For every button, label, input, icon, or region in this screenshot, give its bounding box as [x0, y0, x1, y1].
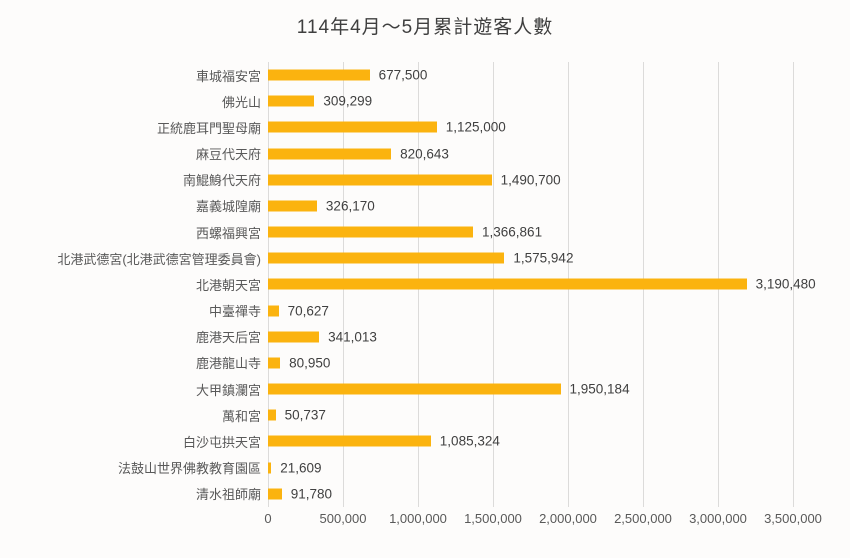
category-label: 正統鹿耳門聖母廟: [156, 120, 261, 136]
plot-rows: 車城福安宮 677,500 佛光山 309,299 正統鹿耳門聖母廟 1,125,000 麻…: [0, 62, 850, 507]
category-label: 鹿港龍山寺: [195, 356, 261, 372]
bar: [268, 383, 561, 395]
chart-row: 清水祖師廟 91,780: [0, 481, 850, 507]
value-label: 1,575,942: [513, 250, 574, 266]
x-tick-label: 3,000,000: [689, 511, 747, 526]
category-label: 南鯤鯓代天府: [182, 173, 261, 189]
category-label: 法鼓山世界佛教教育園區: [117, 461, 261, 477]
bar: [268, 200, 317, 212]
chart-row: 法鼓山世界佛教教育園區 21,609: [0, 455, 850, 481]
value-label: 309,299: [323, 93, 373, 109]
x-tick-label: 1,000,000: [389, 511, 447, 526]
bar-area: 1,125,000: [268, 114, 850, 140]
value-label: 1,085,324: [439, 433, 500, 449]
bar-area: 820,643: [268, 141, 850, 167]
bar: [268, 121, 437, 133]
bar: [268, 409, 276, 421]
bar-area: 91,780: [268, 481, 850, 507]
bar-area: 80,950: [268, 350, 850, 376]
category-label: 萬和宮: [221, 408, 261, 424]
category-label: 大甲鎮瀾宮: [195, 382, 261, 398]
bar-area: 1,575,942: [268, 245, 850, 271]
x-tick-label: 3,500,000: [764, 511, 822, 526]
category-label: 西螺福興宮: [195, 225, 261, 241]
chart-row: 正統鹿耳門聖母廟 1,125,000: [0, 114, 850, 140]
category-label: 嘉義城隍廟: [195, 199, 261, 215]
value-label: 1,950,184: [569, 381, 630, 397]
category-label: 鹿港天后宮: [195, 330, 261, 346]
chart-title: 114年4月～5月累計遊客人數: [296, 17, 554, 38]
value-label: 820,643: [400, 146, 449, 162]
value-label: 3,190,480: [755, 276, 816, 292]
bar: [268, 357, 281, 369]
chart-row: 麻豆代天府 820,643: [0, 141, 850, 167]
category-label: 北港朝天宮: [195, 277, 261, 293]
chart-row: 白沙屯拱天宮 1,085,324: [0, 428, 850, 454]
category-label: 北港武德宮(北港武德宮管理委員會): [57, 251, 261, 267]
bar-area: 70,627: [268, 298, 850, 324]
category-label: 中臺禪寺: [208, 304, 261, 320]
category-label: 車城福安宮: [195, 68, 261, 84]
bar-area: 677,500: [268, 62, 850, 88]
chart-row: 西螺福興宮 1,366,861: [0, 219, 850, 245]
value-label: 91,780: [290, 486, 333, 502]
bar-area: 309,299: [268, 88, 850, 114]
gridline-3,500,000: [793, 62, 794, 507]
x-tick-label: 2,000,000: [539, 511, 597, 526]
chart-row: 北港武德宮(北港武德宮管理委員會) 1,575,942: [0, 245, 850, 271]
bar: [268, 95, 315, 107]
bar: [268, 305, 279, 317]
category-label: 佛光山: [221, 94, 261, 110]
value-label: 326,170: [325, 198, 375, 214]
value-label: 1,366,861: [482, 224, 543, 240]
bar-area: 3,190,480: [268, 271, 850, 297]
bar-area: 341,013: [268, 324, 850, 350]
bar: [268, 226, 474, 238]
chart-row: 萬和宮 50,737: [0, 402, 850, 428]
bar: [268, 488, 282, 500]
bar-area: 50,737: [268, 402, 850, 428]
bar: [268, 148, 392, 160]
bar: [268, 331, 320, 343]
category-label: 麻豆代天府: [195, 147, 261, 163]
chart-row: 車城福安宮 677,500: [0, 62, 850, 88]
chart-row: 中臺禪寺 70,627: [0, 298, 850, 324]
x-tick-label: 0: [264, 511, 272, 526]
value-label: 1,125,000: [445, 119, 506, 135]
bar-area: 1,085,324: [268, 428, 850, 454]
chart-row: 鹿港天后宮 341,013: [0, 324, 850, 350]
category-label: 白沙屯拱天宮: [182, 434, 261, 450]
x-tick-label: 500,000: [319, 511, 367, 526]
x-tick-label: 2,500,000: [614, 511, 672, 526]
x-axis: 0 500,000 1,000,000 1,500,000 2,000,000 2,500…: [264, 511, 822, 531]
chart-row: 鹿港龍山寺 80,950: [0, 350, 850, 376]
bar-area: 1,950,184: [268, 376, 850, 402]
chart-row: 南鯤鯓代天府 1,490,700: [0, 167, 850, 193]
value-label: 21,609: [280, 460, 322, 476]
value-label: 1,490,700: [500, 172, 561, 188]
bar: [268, 252, 505, 264]
chart-row: 北港朝天宮 3,190,480: [0, 271, 850, 297]
chart-row: 大甲鎮瀾宮 1,950,184: [0, 376, 850, 402]
value-label: 677,500: [378, 67, 428, 83]
bar-area: 326,170: [268, 193, 850, 219]
x-tick-label: 1,500,000: [464, 511, 522, 526]
bar: [268, 435, 431, 447]
bar-area: 21,609: [268, 455, 850, 481]
category-label: 清水祖師廟: [195, 487, 261, 503]
value-label: 80,950: [289, 355, 331, 371]
bar-area: 1,366,861: [268, 219, 850, 245]
bar: [268, 174, 492, 186]
value-label: 341,013: [328, 329, 377, 345]
bar: [268, 278, 747, 290]
bar: [268, 462, 272, 474]
bar: [268, 69, 370, 81]
chart-row: 嘉義城隍廟 326,170: [0, 193, 850, 219]
value-label: 70,627: [287, 303, 329, 319]
chart-row: 佛光山 309,299: [0, 88, 850, 114]
bar-area: 1,490,700: [268, 167, 850, 193]
value-label: 50,737: [284, 407, 326, 423]
